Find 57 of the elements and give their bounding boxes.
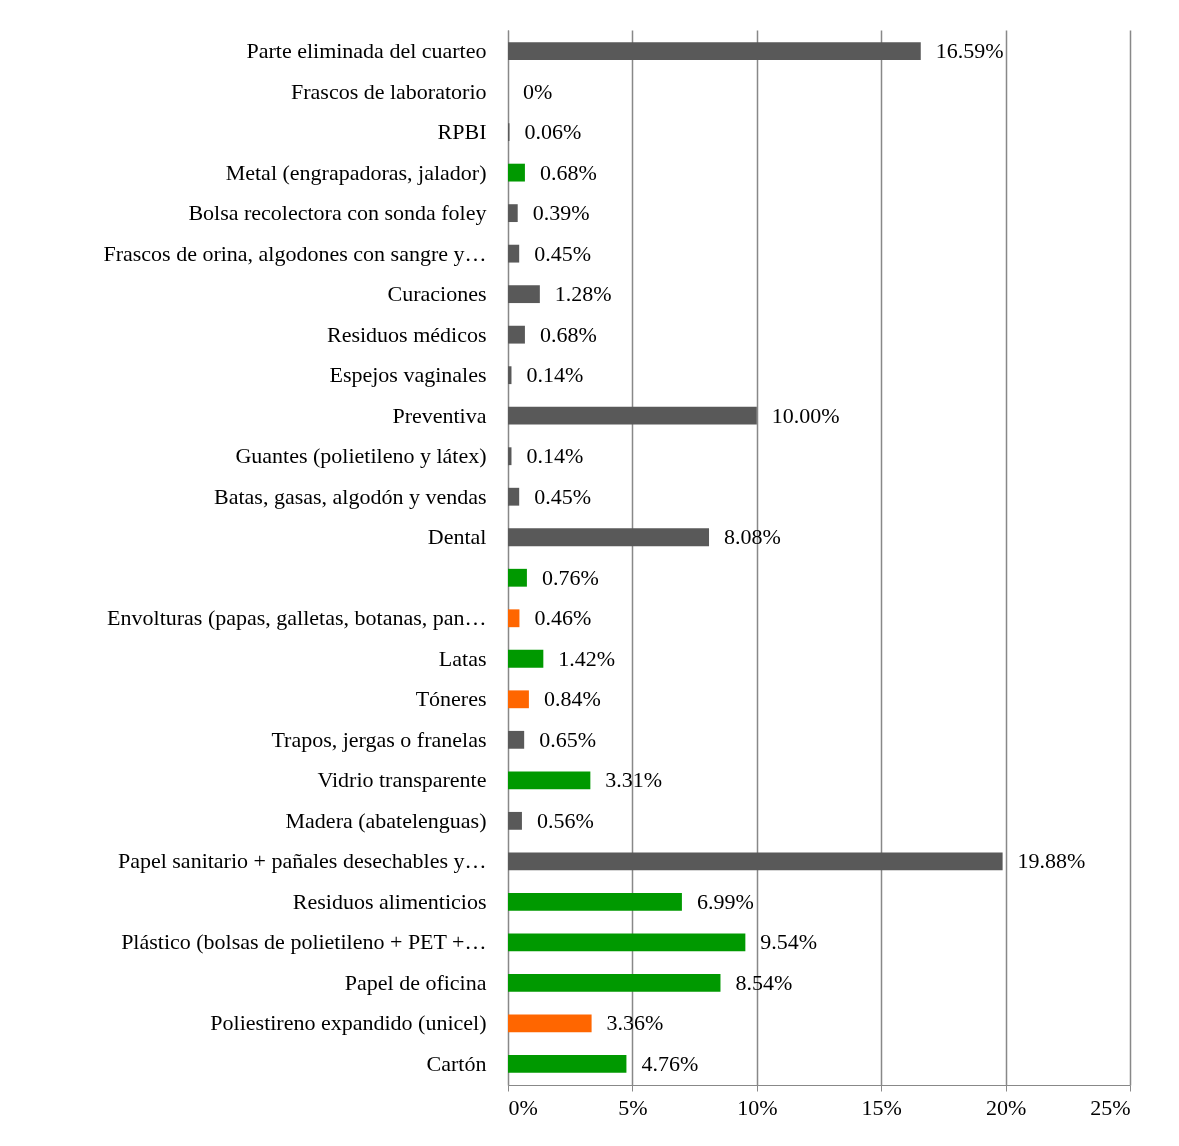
data-label: 0.14% bbox=[526, 443, 584, 469]
data-label: 0.46% bbox=[534, 605, 592, 631]
y-tick-label: Papel sanitario + pañales desechables y… bbox=[117, 848, 487, 874]
data-label: 1.28% bbox=[554, 281, 612, 307]
y-tick-label: Residuos alimenticios bbox=[292, 888, 487, 914]
y-tick-label: Bolsa recolectora con sonda foley bbox=[188, 200, 487, 226]
y-tick-label: Metal (engrapadoras, jalador) bbox=[225, 159, 487, 185]
data-label: 9.54% bbox=[760, 929, 818, 955]
data-label: 0.06% bbox=[524, 119, 582, 145]
x-tick-label: 15% bbox=[861, 1094, 902, 1120]
data-label: 8.54% bbox=[735, 969, 793, 995]
data-label: 0.65% bbox=[539, 726, 596, 752]
data-label: 0% bbox=[523, 78, 553, 104]
data-label: 10.00% bbox=[771, 402, 840, 428]
y-tick-label: Vidrio transparente bbox=[317, 767, 487, 793]
data-label: 0.76% bbox=[541, 564, 599, 590]
y-tick-label: Dental bbox=[427, 524, 487, 550]
y-tick-label: Parte eliminada del cuarteo bbox=[246, 38, 487, 64]
y-tick-label: Espejos vaginales bbox=[329, 362, 487, 388]
data-label: 0.45% bbox=[534, 240, 592, 266]
y-tick-label: Batas, gasas, algodón y vendas bbox=[214, 483, 487, 509]
y-tick-label: Frascos de orina, algodones con sangre y… bbox=[103, 240, 487, 266]
data-label: 0.68% bbox=[539, 321, 597, 347]
data-label: 0.45% bbox=[534, 483, 592, 509]
data-label: 0.68% bbox=[539, 159, 597, 185]
y-tick-label: Guantes (polietileno y látex) bbox=[235, 443, 487, 469]
data-label: 0.14% bbox=[526, 362, 584, 388]
data-label: 4.76% bbox=[641, 1050, 699, 1076]
y-tick-label: Preventiva bbox=[392, 402, 487, 428]
data-label: 0.56% bbox=[536, 807, 594, 833]
y-tick-label: Curaciones bbox=[387, 281, 487, 307]
y-tick-label: Plástico (bolsas de polietileno + PET +… bbox=[121, 929, 487, 955]
data-label: 1.42% bbox=[558, 645, 616, 671]
x-tick-label: 5% bbox=[618, 1094, 648, 1120]
data-label: 16.59% bbox=[935, 38, 1004, 64]
y-tick-label: Cartón bbox=[426, 1050, 487, 1076]
data-label: 19.88% bbox=[1017, 848, 1086, 874]
x-tick-label: 10% bbox=[737, 1094, 778, 1120]
x-tick-label: 20% bbox=[985, 1094, 1027, 1120]
y-tick-label: Frascos de laboratorio bbox=[291, 78, 487, 104]
y-tick-label: Residuos médicos bbox=[327, 321, 487, 347]
y-tick-label: Tóneres bbox=[415, 686, 487, 712]
y-tick-label: RPBI bbox=[437, 119, 487, 145]
data-label: 0.84% bbox=[543, 686, 601, 712]
data-label: 0.39% bbox=[532, 200, 590, 226]
y-tick-label: Madera (abatelenguas) bbox=[285, 807, 487, 833]
data-label: 3.31% bbox=[605, 767, 663, 793]
y-tick-label: Trapos, jergas o franelas bbox=[271, 726, 487, 752]
y-tick-label: Papel de oficina bbox=[344, 969, 487, 995]
x-tick-label: 25% bbox=[1090, 1094, 1131, 1120]
y-tick-label: Latas bbox=[438, 645, 487, 671]
data-label: 6.99% bbox=[696, 888, 754, 914]
y-tick-label: Envolturas (papas, galletas, botanas, pan… bbox=[107, 605, 487, 631]
data-label: 3.36% bbox=[606, 1010, 664, 1036]
data-label: 8.08% bbox=[724, 524, 781, 550]
y-tick-label: Poliestireno expandido (unicel) bbox=[210, 1010, 487, 1036]
x-tick-label: 0% bbox=[508, 1094, 538, 1120]
